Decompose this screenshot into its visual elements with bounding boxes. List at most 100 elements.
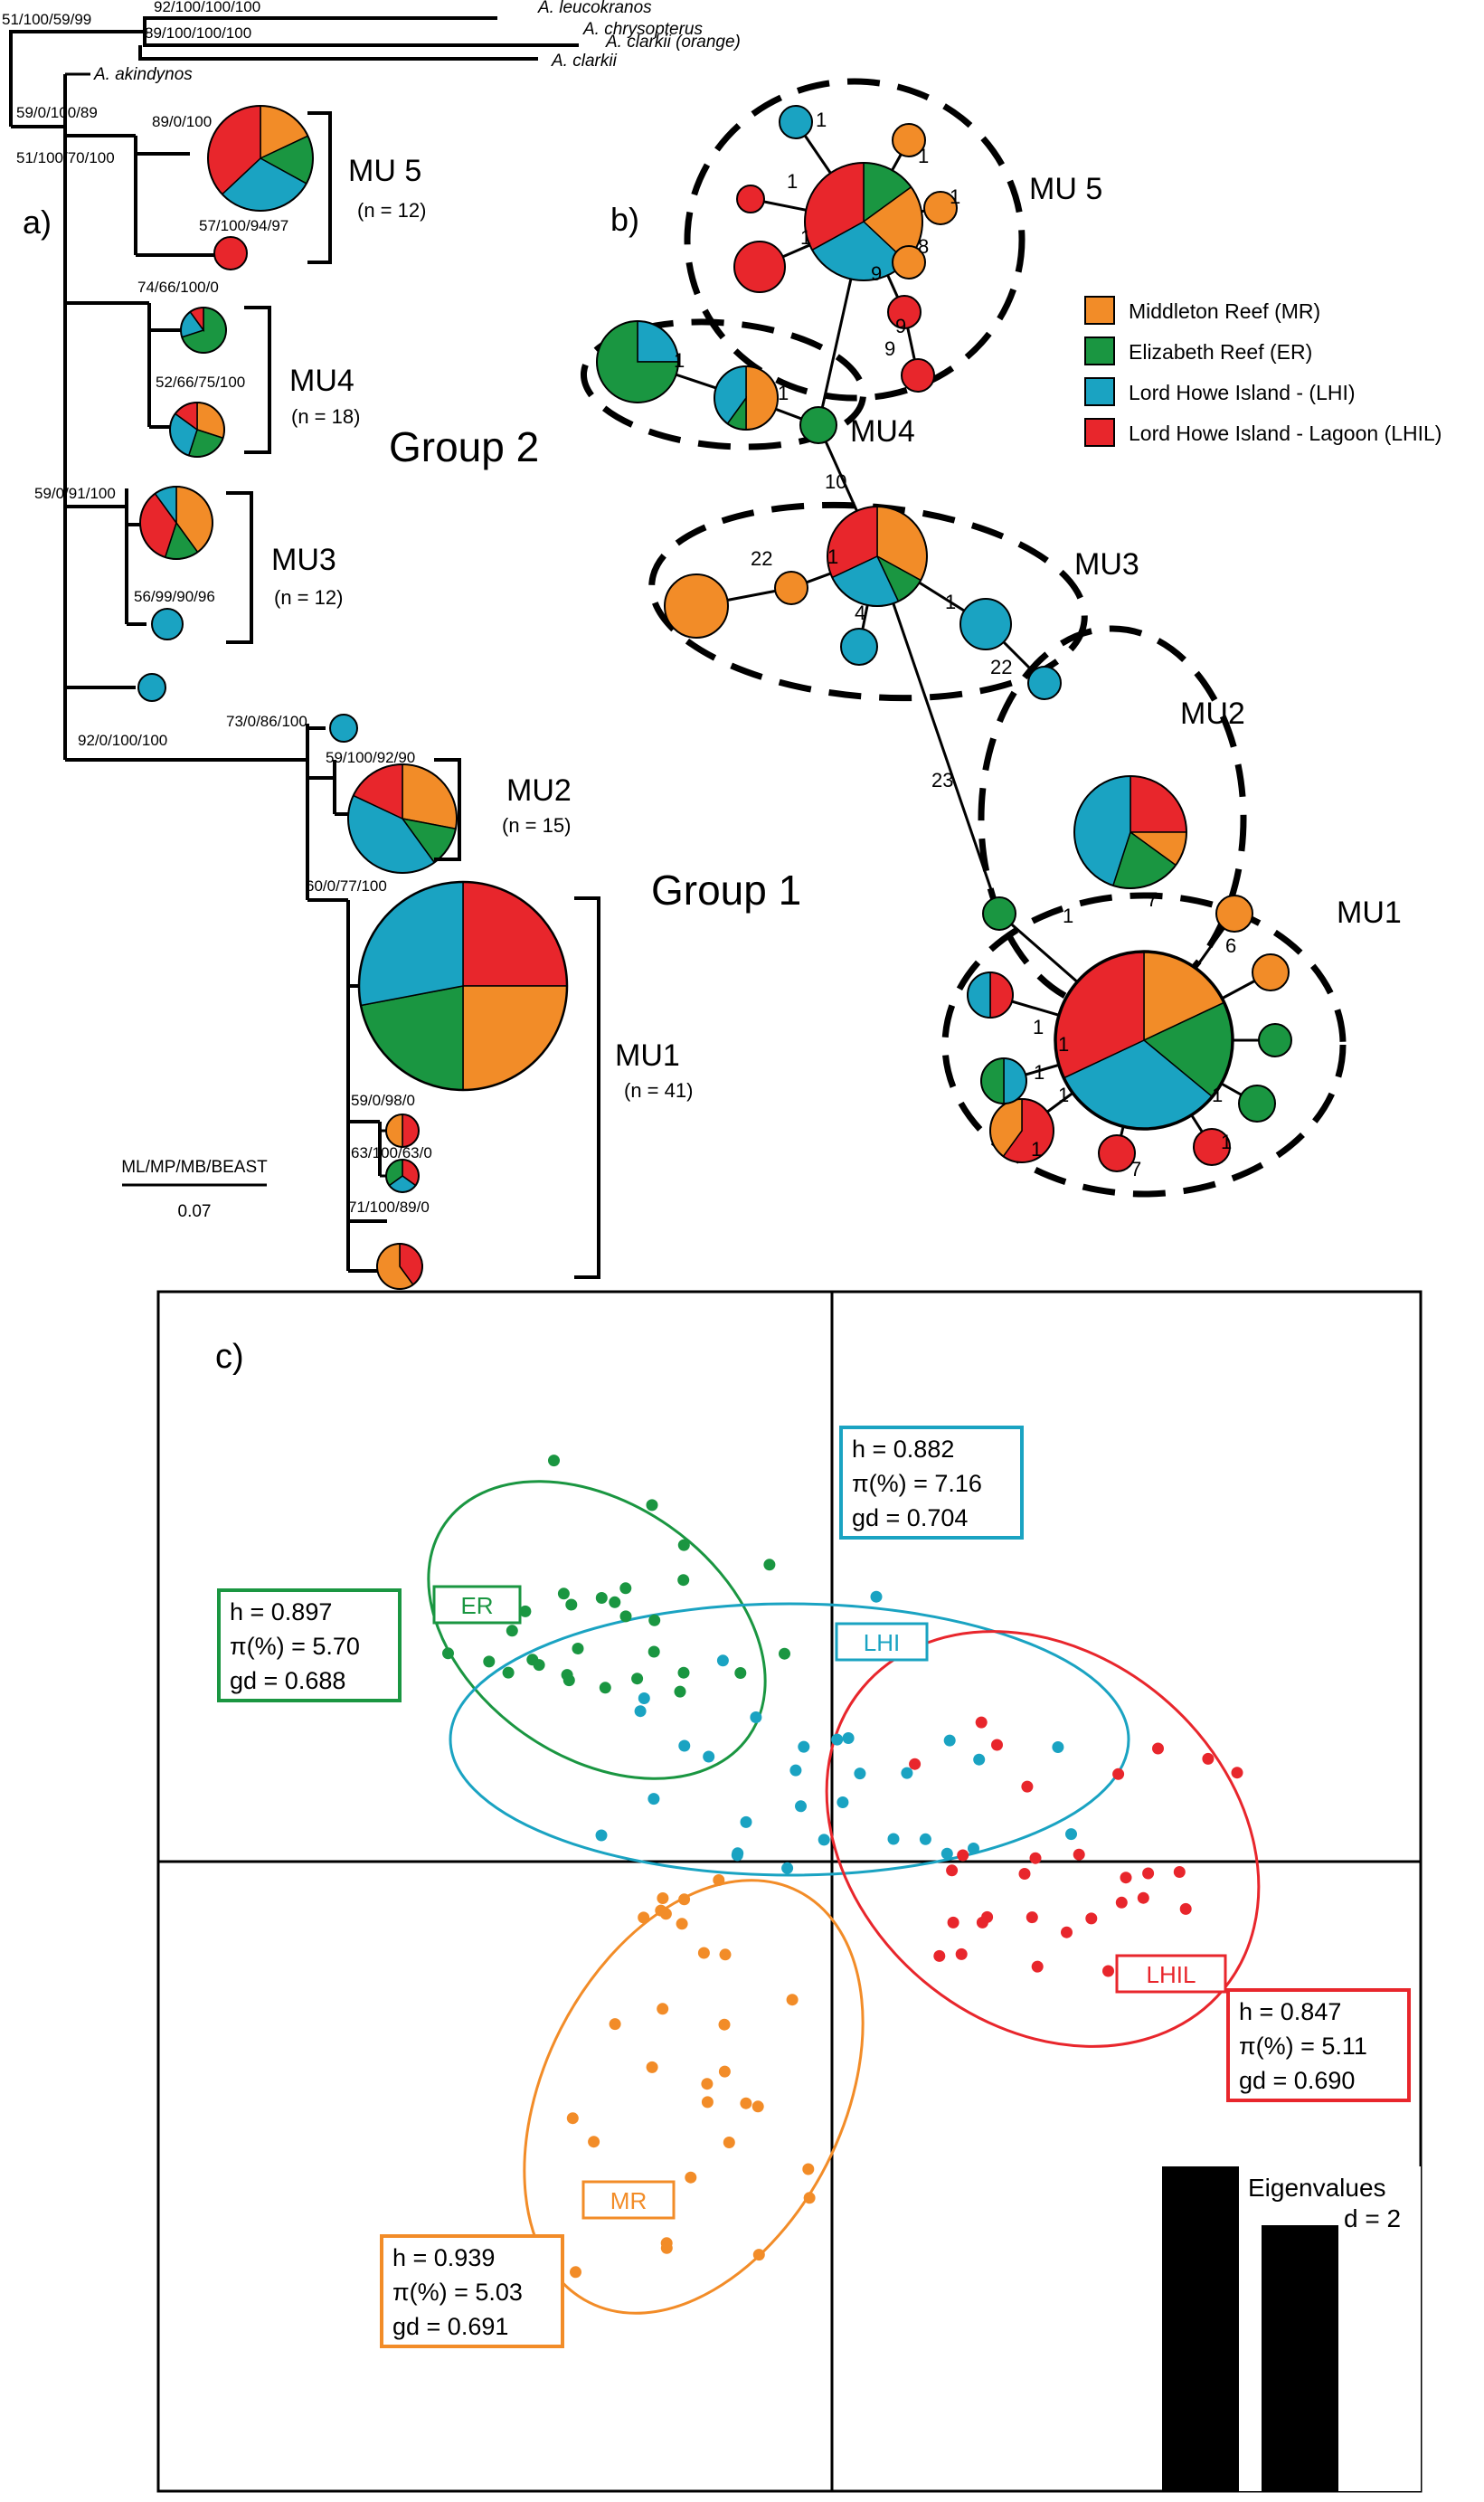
mu-label: MU2 xyxy=(1180,697,1245,731)
clade-pie xyxy=(385,1159,420,1193)
pca-tag-box xyxy=(581,2180,676,2220)
haplotype-pie xyxy=(901,358,935,393)
pca-point xyxy=(646,1499,658,1512)
outgroup-branch xyxy=(138,45,538,61)
pca-point xyxy=(718,2018,731,2031)
pie-slice xyxy=(967,971,991,1019)
pca-point xyxy=(887,1833,900,1845)
pca-point xyxy=(734,1667,747,1679)
clade-pie xyxy=(180,307,227,354)
pie-slice xyxy=(1252,953,1290,991)
mutation-step: 1 xyxy=(1034,1061,1044,1084)
pie-slice xyxy=(892,123,926,157)
support-value: 59/0/98/0 xyxy=(351,1092,415,1109)
pie-slice xyxy=(1098,1134,1136,1172)
mutation-step: 9 xyxy=(884,337,895,360)
pca-point xyxy=(991,1739,1003,1751)
support-value: 59/100/92/90 xyxy=(326,749,415,766)
support-value: 71/100/89/0 xyxy=(348,1199,430,1216)
clade-pie xyxy=(151,608,184,640)
clade-pie xyxy=(385,1114,420,1148)
pca-point xyxy=(837,1796,849,1808)
scale-value: 0.07 xyxy=(178,1202,212,1221)
pca-point xyxy=(842,1732,855,1744)
stat-gd: gd = 0.690 xyxy=(1239,2067,1355,2094)
pie-slice xyxy=(736,185,765,213)
support-value: 63/100/63/0 xyxy=(351,1144,432,1161)
mutation-step: 7 xyxy=(1130,1158,1141,1180)
mutation-step: 1 xyxy=(1031,1138,1042,1161)
clade-count: (n = 12) xyxy=(357,199,426,222)
outgroup-branch xyxy=(143,32,579,47)
pca-point xyxy=(570,2266,581,2279)
support-value: 51/100/59/99 xyxy=(2,11,91,28)
pca-tag-box xyxy=(432,1585,522,1625)
support-value: 59/0/91/100 xyxy=(34,485,116,502)
haplotype-pie xyxy=(1238,1085,1276,1123)
pca-point xyxy=(701,2078,714,2090)
pca-point xyxy=(779,1647,790,1660)
stat-pi: π(%) = 5.03 xyxy=(392,2279,523,2306)
pie-outline xyxy=(139,486,213,560)
pca-point xyxy=(751,2100,764,2113)
mutation-step: 1 xyxy=(1033,1016,1044,1038)
pca-point xyxy=(483,1655,496,1668)
pca-point xyxy=(506,1625,518,1637)
pca-point xyxy=(713,1874,725,1886)
mutation-step: 1 xyxy=(778,382,789,404)
taxon-label: A. akindynos xyxy=(93,65,193,84)
pca-point xyxy=(657,2003,669,2015)
clade-count: (n = 12) xyxy=(274,586,343,609)
pca-point xyxy=(1021,1780,1034,1793)
eigen-d: d = 2 xyxy=(1344,2204,1401,2232)
haplotype-pie xyxy=(779,105,813,139)
stat-pi: π(%) = 5.11 xyxy=(1239,2033,1367,2060)
haplotype-pie xyxy=(982,896,1016,931)
mu-label: MU4 xyxy=(850,414,915,449)
mutation-step: 8 xyxy=(918,235,929,258)
pca-point xyxy=(588,2136,600,2148)
support-value: 57/100/94/97 xyxy=(199,217,288,234)
pca-point xyxy=(1102,1965,1114,1977)
mutation-step: 1 xyxy=(950,185,960,208)
pie-slice xyxy=(462,985,568,1091)
pca-point xyxy=(716,1654,729,1667)
pca-ellipse-er xyxy=(427,1480,767,1780)
legend-label: Elizabeth Reef (ER) xyxy=(1129,340,1312,364)
clade-bracket xyxy=(244,306,271,454)
stat-gd: gd = 0.688 xyxy=(230,1667,345,1694)
pca-point xyxy=(678,1893,691,1906)
stat-h: h = 0.897 xyxy=(230,1598,332,1625)
pca-point xyxy=(685,2171,697,2184)
haplotype-pie xyxy=(840,628,878,666)
pie-outline xyxy=(596,320,679,403)
mutation-step: 1 xyxy=(945,591,956,613)
pie-slice xyxy=(358,881,464,1007)
mutation-step: 7 xyxy=(1147,888,1158,911)
pie-slice xyxy=(989,971,1014,1019)
eigen-title: Eigenvalues xyxy=(1248,2174,1386,2202)
haplotype-pie xyxy=(1258,1023,1292,1057)
pie-slice xyxy=(402,1114,420,1148)
mutation-step: 1 xyxy=(674,349,685,372)
pca-point xyxy=(1065,1828,1077,1841)
pca-point xyxy=(957,1849,969,1862)
legend-swatch xyxy=(1084,296,1115,325)
mutation-step: 1 xyxy=(1063,905,1073,927)
pca-point xyxy=(781,1862,794,1874)
pca-point xyxy=(719,1948,732,1961)
pca-point xyxy=(740,1815,752,1828)
pca-point xyxy=(677,1539,690,1551)
haplotype-pie xyxy=(733,241,786,293)
legend-swatch xyxy=(1084,377,1115,406)
pca-point xyxy=(648,1614,661,1626)
clade-pie xyxy=(347,763,458,874)
pca-point xyxy=(795,1800,807,1813)
pca-point xyxy=(1029,1852,1042,1864)
pca-point xyxy=(1152,1742,1164,1755)
mu-label: MU 5 xyxy=(1029,172,1102,206)
mu5-boundary xyxy=(684,78,1026,402)
haplotype-pie xyxy=(736,185,765,213)
pie-slice xyxy=(1258,1023,1292,1057)
haplotype-pie xyxy=(989,1098,1054,1163)
